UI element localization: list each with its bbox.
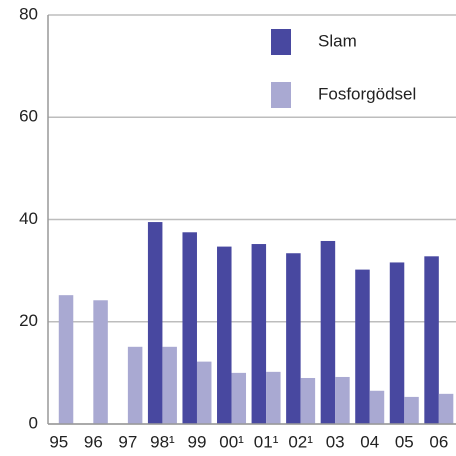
y-tick-label: 20 (19, 311, 38, 330)
y-tick-label: 40 (19, 209, 38, 228)
bar (251, 244, 267, 424)
bar (369, 390, 385, 424)
legend-swatch (271, 29, 291, 55)
bar (58, 295, 74, 424)
bar (335, 376, 350, 424)
x-tick-label: 04 (360, 432, 379, 451)
legend-label: Slam (318, 31, 357, 50)
y-tick-label: 0 (29, 413, 38, 432)
x-tick-label: 03 (326, 432, 345, 451)
bar (438, 393, 454, 424)
bar (389, 262, 405, 424)
y-tick-label: 60 (19, 107, 38, 126)
y-tick-label: 80 (19, 4, 38, 23)
x-tick-label: 96 (84, 432, 103, 451)
bar (162, 346, 177, 424)
x-tick-label: 01¹ (254, 432, 279, 451)
bar (182, 232, 197, 424)
bar (196, 361, 212, 424)
x-tick-label: 05 (395, 432, 414, 451)
x-tick-label: 97 (118, 432, 137, 451)
legend-label: Fosforgödsel (318, 84, 416, 103)
bar (231, 372, 247, 424)
bar (424, 256, 439, 424)
x-tick-label: 99 (188, 432, 207, 451)
x-tick-label: 06 (429, 432, 448, 451)
bar (320, 240, 336, 424)
bar (404, 396, 419, 424)
bar (147, 222, 163, 424)
x-tick-label: 02¹ (288, 432, 313, 451)
bar (93, 300, 108, 424)
bar (217, 246, 232, 424)
bar (355, 269, 370, 424)
bar (266, 371, 281, 424)
bar (127, 346, 143, 424)
bar (286, 253, 301, 424)
x-tick-label: 95 (49, 432, 68, 451)
x-tick-label: 98¹ (150, 432, 175, 451)
legend-swatch (271, 82, 291, 108)
x-tick-label: 00¹ (219, 432, 244, 451)
bar (300, 377, 316, 424)
